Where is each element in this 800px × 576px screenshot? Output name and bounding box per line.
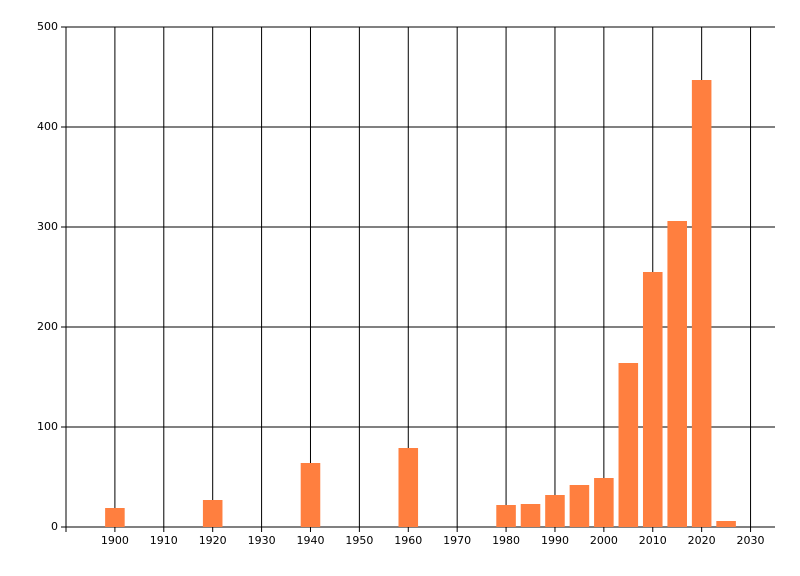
- y-tick-label: 0: [51, 520, 58, 533]
- bar: [642, 272, 663, 527]
- x-tick-label: 1950: [345, 534, 373, 547]
- bar: [569, 485, 590, 527]
- x-tick-label: 1900: [101, 534, 129, 547]
- x-tick-label: 2010: [639, 534, 667, 547]
- x-tick-label: 2000: [590, 534, 618, 547]
- x-tick-label: 1930: [248, 534, 276, 547]
- bar: [618, 363, 639, 527]
- y-tick-label: 300: [37, 220, 58, 233]
- bar: [594, 478, 614, 527]
- y-tick-label: 400: [37, 120, 58, 133]
- bar: [545, 495, 565, 527]
- x-tick-label: 2020: [688, 534, 716, 547]
- x-tick-label: 1940: [296, 534, 324, 547]
- bar: [667, 221, 687, 527]
- y-tick-label: 100: [37, 420, 58, 433]
- bar: [716, 521, 736, 527]
- x-tick-label: 1960: [394, 534, 422, 547]
- x-tick-label: 2030: [737, 534, 765, 547]
- x-tick-label: 1980: [492, 534, 520, 547]
- x-tick-label: 1990: [541, 534, 569, 547]
- y-tick-label: 500: [37, 20, 58, 33]
- bar: [300, 463, 321, 527]
- bar: [520, 504, 541, 527]
- bar: [398, 448, 419, 527]
- bar: [202, 500, 223, 527]
- x-tick-label: 1910: [150, 534, 178, 547]
- y-tick-label: 200: [37, 320, 58, 333]
- bar: [105, 508, 125, 527]
- bar: [691, 80, 712, 527]
- bar: [496, 505, 516, 527]
- x-tick-label: 1970: [443, 534, 471, 547]
- x-tick-label: 1920: [199, 534, 227, 547]
